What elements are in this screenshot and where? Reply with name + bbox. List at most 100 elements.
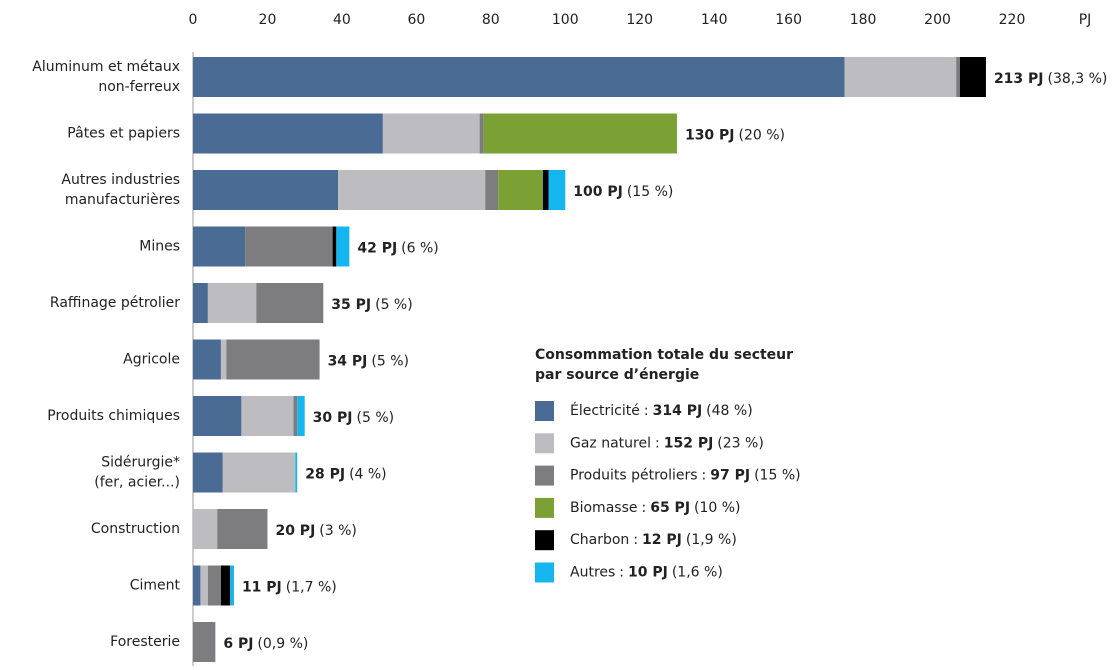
share-value: (4 %) (349, 467, 387, 483)
legend-name: Charbon (570, 532, 629, 548)
legend-total: 314 PJ (653, 403, 703, 419)
legend-name: Autres (570, 565, 615, 581)
y-tick-label: Construction (91, 521, 180, 537)
bar-segment (193, 283, 208, 323)
legend-swatch (535, 497, 554, 518)
total-label: 35 PJ (5 %) (331, 297, 412, 313)
legend-entry: Produits pétroliers:97 PJ (15 %) (570, 468, 801, 484)
bar-segment (193, 452, 223, 493)
bar-segment (226, 339, 320, 380)
legend-entry: Biomasse:65 PJ (10 %) (570, 500, 741, 516)
total-value: 35 PJ (331, 297, 371, 313)
bar-segment (382, 113, 480, 154)
bar-segment (548, 170, 566, 210)
bar-segment (193, 113, 383, 154)
total-label: 213 PJ (38,3 %) (994, 71, 1107, 87)
label-line: manufacturières (65, 192, 180, 208)
legend-total: 65 PJ (650, 500, 690, 516)
bar-segment (956, 57, 960, 97)
share-value: (5 %) (371, 354, 409, 370)
bar-segment (193, 565, 201, 606)
total-value: 100 PJ (573, 184, 623, 200)
bar-segment (200, 565, 208, 606)
legend-entry: Autres:10 PJ (1,6 %) (570, 565, 723, 581)
bar-segment (498, 170, 543, 210)
legend-swatch (535, 433, 554, 454)
bar-segment (217, 509, 268, 549)
x-tick-label: 120 (626, 12, 653, 28)
x-axis-label: PJ (1079, 12, 1092, 28)
legend-sep: : (655, 435, 660, 451)
label-line: Ciment (130, 578, 181, 594)
share-value: (5 %) (375, 297, 413, 313)
legend-swatch (535, 465, 554, 486)
bar-segment (844, 57, 957, 97)
x-tick-label: 220 (999, 12, 1026, 28)
legend-total: 12 PJ (642, 532, 682, 548)
bar-segment (336, 226, 350, 267)
legend-swatch (535, 530, 554, 551)
label-line: Agricole (123, 352, 180, 368)
total-value: 34 PJ (328, 354, 368, 370)
label-line: Foresterie (110, 634, 180, 650)
x-tick-label: 200 (924, 12, 951, 28)
bar-segment (332, 226, 337, 267)
label-line: non-ferreux (98, 79, 180, 95)
legend-share: (1,9 %) (686, 532, 737, 548)
legend-name: Gaz naturel (570, 435, 651, 451)
total-label: 34 PJ (5 %) (328, 354, 409, 370)
bar-segment (485, 170, 499, 210)
bar-segment (479, 113, 484, 154)
y-tick-label: Autres industries manufacturières (61, 172, 180, 208)
total-label: 20 PJ (3 %) (275, 523, 356, 539)
legend-sep: : (702, 468, 707, 484)
x-tick-label: 20 (259, 12, 277, 28)
x-tick-label: 80 (482, 12, 500, 28)
x-tick-label: 180 (850, 12, 877, 28)
y-tick-label: Pâtes et papiers (67, 126, 180, 142)
y-tick-label: Agricole (123, 352, 180, 368)
x-tick-label: 0 (189, 12, 198, 28)
total-value: 28 PJ (305, 467, 345, 483)
legend-total: 97 PJ (710, 468, 750, 484)
legend-name: Produits pétroliers (570, 468, 698, 484)
legend-swatch (535, 401, 554, 421)
y-tick-label: Foresterie (110, 634, 180, 650)
legend-share: (10 %) (694, 500, 741, 516)
legend-share: (23 %) (717, 435, 764, 451)
bar-segment (542, 170, 549, 210)
x-tick-label: 40 (333, 12, 351, 28)
label-line: Raffinage pétrolier (50, 295, 180, 311)
legend-share: (1,6 %) (672, 565, 723, 581)
bar-segment (241, 396, 294, 436)
label-line: Produits chimiques (47, 408, 180, 424)
share-value: (38,3 %) (1048, 71, 1108, 87)
total-value: 30 PJ (313, 410, 353, 426)
bar-segment (959, 57, 986, 97)
bar-segment (207, 565, 221, 606)
legend-total: 10 PJ (628, 565, 668, 581)
legend-title: Consommation totale du secteur (535, 347, 793, 363)
legend-share: (15 %) (754, 468, 801, 484)
total-label: 30 PJ (5 %) (313, 410, 394, 426)
total-value: 6 PJ (223, 636, 253, 652)
total-value: 213 PJ (994, 71, 1044, 87)
legend-title: par source d’énergie (535, 367, 699, 383)
bar-segment (193, 509, 218, 549)
y-tick-label: Ciment (130, 578, 181, 594)
total-label: 42 PJ (6 %) (357, 241, 438, 257)
legend-total: 152 PJ (664, 435, 714, 451)
label-line: Aluminum et métaux (32, 59, 180, 75)
x-tick-label: 140 (701, 12, 728, 28)
bar-segment (193, 622, 216, 662)
total-label: 6 PJ (0,9 %) (223, 636, 308, 652)
total-value: 42 PJ (357, 241, 397, 257)
x-tick-label: 160 (775, 12, 802, 28)
bar-segment (293, 396, 298, 436)
share-value: (1,7 %) (286, 580, 337, 596)
y-tick-label: Raffinage pétrolier (50, 295, 180, 311)
bar-segment (193, 396, 242, 436)
bar-segment (297, 396, 305, 436)
bar-segment (207, 283, 257, 323)
legend-name: Électricité (570, 402, 640, 419)
